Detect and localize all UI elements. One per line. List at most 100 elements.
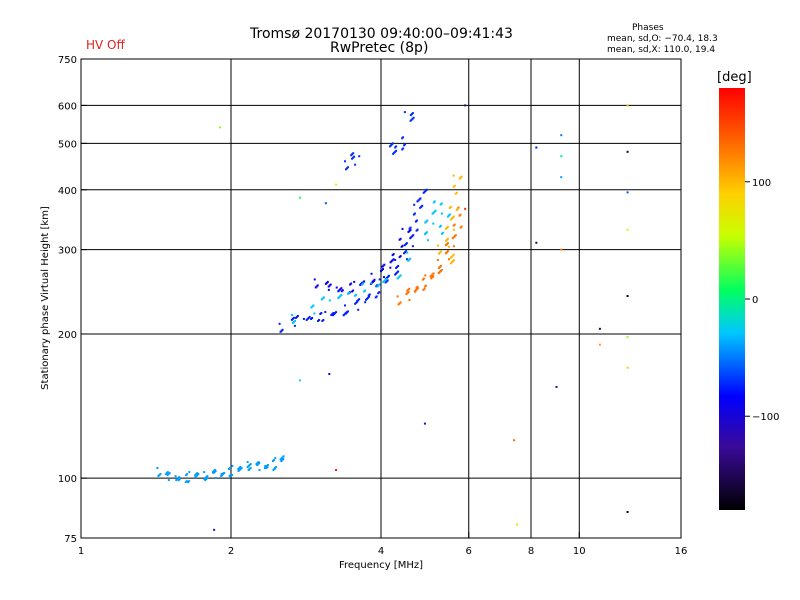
data-point <box>355 293 358 296</box>
data-point <box>457 206 460 209</box>
data-point <box>447 258 450 261</box>
data-point <box>246 461 249 464</box>
data-point <box>196 472 199 475</box>
data-point <box>416 228 419 231</box>
data-point <box>343 304 346 307</box>
data-point <box>432 272 435 275</box>
data-point <box>218 126 221 129</box>
data-point <box>335 286 338 289</box>
data-point <box>399 274 402 277</box>
data-point <box>626 510 629 513</box>
y-tick-label: 75 <box>64 534 77 545</box>
data-point <box>433 200 436 203</box>
data-point <box>434 209 437 212</box>
data-point <box>402 136 405 139</box>
data-points <box>156 104 629 531</box>
data-point <box>274 457 277 460</box>
data-point <box>396 295 399 298</box>
data-point <box>397 270 400 273</box>
x-tick-label: 2 <box>228 546 234 557</box>
data-point <box>358 155 361 158</box>
data-point <box>441 231 444 234</box>
data-point <box>290 313 293 316</box>
data-point <box>185 480 188 483</box>
data-point <box>403 111 406 114</box>
data-point <box>402 147 405 150</box>
data-point <box>353 280 356 283</box>
data-point <box>346 310 349 313</box>
data-point <box>460 225 463 228</box>
data-point <box>370 282 373 285</box>
data-point <box>432 222 435 225</box>
data-point <box>282 455 285 458</box>
data-point <box>409 228 412 231</box>
data-point <box>206 477 209 480</box>
data-point <box>383 276 385 279</box>
data-point <box>598 327 601 330</box>
data-point <box>426 239 429 242</box>
data-point <box>392 258 395 261</box>
data-point <box>357 308 360 311</box>
data-point <box>439 264 442 267</box>
data-point <box>626 366 629 369</box>
data-point <box>452 228 455 231</box>
data-point <box>332 312 335 315</box>
data-point <box>395 145 398 148</box>
data-point <box>387 274 390 277</box>
data-point <box>394 258 397 261</box>
data-point <box>316 284 319 287</box>
data-point <box>229 467 231 470</box>
data-point <box>407 291 410 294</box>
data-point <box>446 242 449 245</box>
data-point <box>159 473 162 476</box>
data-point <box>364 301 367 304</box>
y-tick-label: 200 <box>58 330 77 341</box>
data-point <box>452 174 455 177</box>
data-point <box>313 278 316 281</box>
data-point <box>395 149 398 152</box>
data-point <box>560 248 563 251</box>
data-point <box>425 188 428 191</box>
data-point <box>296 314 299 317</box>
data-point <box>419 197 422 200</box>
data-point <box>281 328 284 331</box>
data-point <box>348 291 351 294</box>
data-point <box>453 184 456 187</box>
data-point <box>412 234 415 237</box>
data-point <box>350 282 353 285</box>
data-point <box>352 152 355 155</box>
data-point <box>386 279 389 282</box>
colorbar <box>719 88 745 510</box>
data-point <box>329 283 332 286</box>
phases-title: Phases <box>632 23 664 33</box>
data-point <box>352 289 355 292</box>
data-point <box>426 219 429 222</box>
data-point <box>378 283 381 286</box>
x-axis: 1 2 4 6 8 10 16 <box>78 532 687 557</box>
data-point <box>448 213 451 216</box>
data-point <box>373 278 376 281</box>
chart-title: Tromsø 20170130 09:40:00–09:41:43 <box>250 26 513 42</box>
colorbar-tick-label: 0 <box>752 295 758 306</box>
data-point <box>258 462 261 465</box>
data-point <box>188 471 191 474</box>
data-point <box>174 475 177 478</box>
hv-status-label: HV Off <box>86 38 125 52</box>
data-point <box>412 116 415 119</box>
data-point <box>464 207 467 210</box>
data-point <box>186 473 189 476</box>
data-point <box>376 284 379 287</box>
data-point <box>452 253 455 256</box>
data-point <box>368 295 371 298</box>
y-tick-label: 100 <box>58 474 77 485</box>
data-point <box>535 241 538 244</box>
data-point <box>408 299 411 302</box>
data-point <box>415 219 418 222</box>
data-point <box>324 311 327 314</box>
data-point <box>423 287 426 290</box>
data-point <box>439 224 442 227</box>
data-point <box>598 343 601 346</box>
data-point <box>156 467 159 470</box>
data-point <box>405 250 408 253</box>
data-point <box>375 295 378 298</box>
